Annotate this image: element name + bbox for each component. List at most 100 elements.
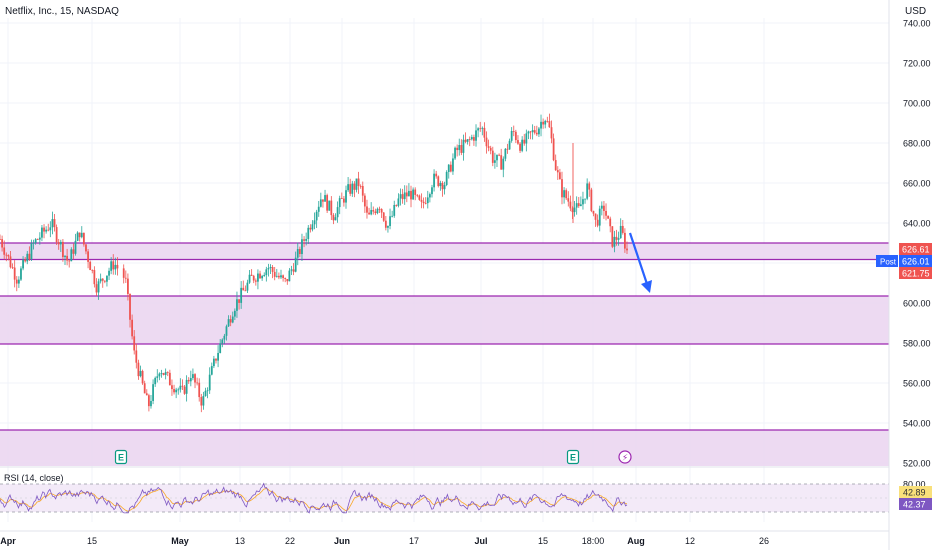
candle-body xyxy=(462,139,465,153)
candle-body xyxy=(502,158,505,170)
candle-body xyxy=(317,206,320,212)
candle-body xyxy=(315,211,318,221)
candle-body xyxy=(229,319,232,323)
candle-body xyxy=(416,194,419,196)
candle-body xyxy=(3,247,6,255)
symbol-title[interactable]: Netflix, Inc., 15, NASDAQ xyxy=(5,6,119,17)
candle-body xyxy=(82,232,85,245)
x-tick-label: 12 xyxy=(685,536,695,546)
candle-body xyxy=(66,255,69,261)
candle-body xyxy=(466,139,469,142)
candle-body xyxy=(147,395,150,407)
candle-body xyxy=(445,171,448,185)
time-axis[interactable]: Apr 15 May 13 22 Jun 17 Jul 15 18:00 Aug 12 26 xyxy=(0,530,889,546)
earnings-marker[interactable] xyxy=(114,449,128,465)
currency-label: USD xyxy=(905,6,926,17)
candle-body xyxy=(242,287,245,291)
candle-body xyxy=(487,146,490,148)
candle-body xyxy=(567,198,570,202)
candle-body xyxy=(565,190,568,199)
candle-body xyxy=(584,198,586,200)
candle-body xyxy=(554,160,557,171)
candle-body xyxy=(160,373,163,374)
candle-body xyxy=(410,190,412,200)
candle-body xyxy=(5,254,8,256)
candle-body xyxy=(80,232,83,238)
candle-body xyxy=(420,199,423,202)
candle-body xyxy=(439,182,442,187)
earnings-marker[interactable] xyxy=(566,449,580,465)
candle-body xyxy=(271,267,274,272)
candle-body xyxy=(202,396,205,406)
candle-body xyxy=(194,374,196,383)
candle-body xyxy=(24,259,27,262)
earnings-marker-label: E xyxy=(570,453,576,463)
candle-body xyxy=(141,370,144,384)
candle-body xyxy=(393,204,396,216)
price-label-value: 621.75 xyxy=(902,269,930,279)
candle-body xyxy=(303,239,305,241)
candle-body xyxy=(571,208,574,213)
candle-body xyxy=(30,243,33,260)
price-labels: 626.61 626.01 Post 621.75 xyxy=(876,243,932,279)
candles xyxy=(0,113,628,413)
candle-body xyxy=(133,336,136,351)
candle-body xyxy=(244,290,247,292)
candle-body xyxy=(617,238,620,240)
candle-body xyxy=(284,278,287,279)
candle-body xyxy=(257,273,259,282)
candle-body xyxy=(145,393,148,396)
candle-body xyxy=(533,130,536,133)
candle-body xyxy=(275,275,278,277)
candle-body xyxy=(579,204,582,207)
candle-body xyxy=(345,190,347,203)
candle-body xyxy=(181,385,184,387)
split-marker[interactable] xyxy=(618,450,632,464)
candle-body xyxy=(508,140,511,150)
arrow-shaft xyxy=(628,232,650,288)
candle-body xyxy=(265,269,268,276)
candle-body xyxy=(586,183,589,199)
candle-body xyxy=(311,224,314,230)
candle-body xyxy=(158,373,161,377)
candle-body xyxy=(212,358,215,367)
y-tick-label: 520.00 xyxy=(903,459,931,469)
candle-body xyxy=(424,202,427,204)
rsi-label[interactable]: RSI (14, close) xyxy=(4,473,64,483)
candle-body xyxy=(286,278,289,282)
candle-body xyxy=(431,187,433,195)
candle-body xyxy=(7,254,10,257)
candle-body xyxy=(103,280,106,282)
candle-body xyxy=(550,127,553,139)
candle-body xyxy=(273,271,276,277)
candle-body xyxy=(347,184,350,191)
candle-body xyxy=(519,143,521,151)
candle-body xyxy=(34,239,37,243)
candle-body xyxy=(112,261,115,270)
candle-body xyxy=(521,139,524,151)
candle-body xyxy=(437,176,440,187)
candle-body xyxy=(305,238,308,241)
zone-fill xyxy=(0,243,889,260)
candle-body xyxy=(603,205,605,211)
candle-body xyxy=(397,198,400,206)
candle-body xyxy=(72,249,75,254)
candle-body xyxy=(95,284,98,293)
x-tick-label: 26 xyxy=(759,536,769,546)
arrow-head xyxy=(641,280,652,293)
price-label-box xyxy=(899,255,932,267)
candle-body xyxy=(206,390,209,392)
candle-body xyxy=(127,278,129,294)
candle-body xyxy=(454,147,456,159)
candle-body xyxy=(624,232,626,249)
candle-body xyxy=(70,249,73,262)
candle-body xyxy=(473,137,475,141)
y-tick-label: 540.00 xyxy=(903,419,931,429)
event-markers[interactable]: E E ⚡ xyxy=(114,449,632,465)
candle-body xyxy=(168,372,171,386)
candle-body xyxy=(219,343,222,353)
candle-body xyxy=(613,236,616,247)
candle-body xyxy=(412,189,415,200)
